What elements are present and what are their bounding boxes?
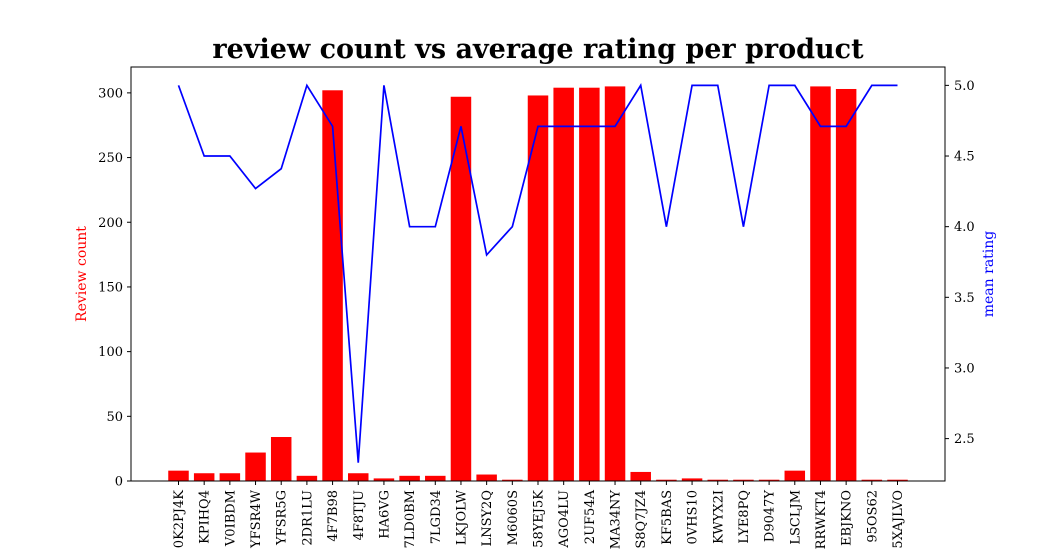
bar [348, 473, 369, 481]
bar [784, 470, 806, 481]
x-tick-label: 2DR1LU [300, 490, 315, 546]
bar [810, 86, 831, 481]
x-tick-label: 5XAJLVO [891, 490, 906, 549]
bar [373, 478, 395, 481]
x-tick-label: LKJOLW [454, 489, 469, 545]
x-tick-label: RRWKT4 [814, 490, 829, 549]
bar [656, 479, 677, 481]
left-axis-label: Review count [74, 226, 90, 322]
bar-series [168, 86, 908, 482]
bar [322, 90, 343, 481]
x-tick-label: LNSY2Q [480, 490, 495, 546]
left-tick-label: 200 [98, 216, 123, 231]
bar [553, 87, 574, 481]
bar [527, 95, 549, 482]
x-tick-label: 0K2PJ4K [172, 490, 187, 548]
left-tick-label: 300 [98, 86, 123, 101]
right-tick-label: 3.0 [954, 361, 975, 376]
x-tick-label: 7LGD34 [429, 490, 444, 544]
x-tick-label: 7LD0BM [403, 490, 418, 548]
x-tick-label: 4F7B98 [326, 490, 341, 542]
left-axis: 0 50 100 150 200 250 300 [98, 86, 131, 490]
x-tick-label: 2UF54A [583, 489, 598, 544]
left-tick-label: 150 [98, 280, 123, 295]
x-tick-label: KF5BAS [660, 490, 675, 545]
x-tick-label: V0IBDM [223, 490, 238, 547]
right-tick-label: 4.0 [954, 220, 975, 235]
bar [835, 88, 857, 482]
x-tick-label: YFSR4W [249, 489, 264, 549]
left-tick-label: 0 [115, 475, 123, 490]
bar [168, 470, 189, 481]
bar [476, 474, 497, 481]
bar [245, 452, 266, 481]
x-tick-label: LYE8PQ [737, 490, 752, 544]
bar [296, 475, 318, 481]
x-axis: 0K2PJ4K KPIHQ4 V0IBDM YFSR4W YFSR5G 2DR1LU 4F7… [172, 481, 906, 549]
right-tick-label: 3.5 [954, 291, 975, 306]
bar [630, 471, 651, 481]
bar [219, 473, 241, 481]
x-tick-label: 58YEJ5K [532, 490, 547, 548]
bar [604, 86, 626, 481]
left-tick-label: 50 [106, 410, 123, 425]
x-tick-label: YFSR5G [275, 490, 290, 546]
bar [502, 479, 523, 481]
rating-line [177, 83, 898, 463]
x-tick-label: 4F8TJU [352, 490, 367, 540]
x-tick-label: D9047Y [763, 490, 778, 543]
bar [450, 96, 472, 481]
x-tick-label: MA34NY [609, 490, 624, 550]
bar [270, 437, 292, 481]
chart-title: review count vs average rating per produ… [212, 34, 864, 65]
bar [861, 479, 883, 481]
x-tick-label: AGO4LU [557, 490, 572, 549]
x-tick-label: S8Q7JZ4 [634, 490, 649, 549]
x-tick-label: M6060S [506, 490, 521, 545]
bar [758, 479, 780, 481]
line-series [177, 83, 898, 463]
bar [887, 479, 908, 481]
x-tick-label: KPIHQ4 [198, 490, 213, 544]
bar [193, 473, 215, 481]
bar [425, 475, 446, 481]
left-tick-label: 250 [98, 151, 123, 166]
x-tick-label: 0VHS10 [686, 490, 701, 544]
bar [733, 479, 754, 481]
left-tick-label: 100 [98, 345, 123, 360]
x-tick-label: EBJKNO [840, 490, 855, 546]
right-axis: 2.5 3.0 3.5 4.0 4.5 5.0 [945, 79, 975, 447]
bar [399, 475, 420, 481]
right-axis-label: mean rating [981, 231, 997, 318]
right-tick-label: 2.5 [954, 432, 975, 447]
right-tick-label: 5.0 [954, 79, 975, 94]
x-tick-label: HA6VG [377, 490, 392, 539]
x-tick-label: 95OS62 [865, 490, 880, 543]
bar [707, 479, 728, 481]
x-tick-label: LSCLJM [788, 490, 803, 545]
right-tick-label: 4.5 [954, 150, 975, 165]
x-tick-label: KWYX2I [711, 490, 726, 544]
bar [681, 478, 703, 481]
bar [579, 87, 600, 481]
